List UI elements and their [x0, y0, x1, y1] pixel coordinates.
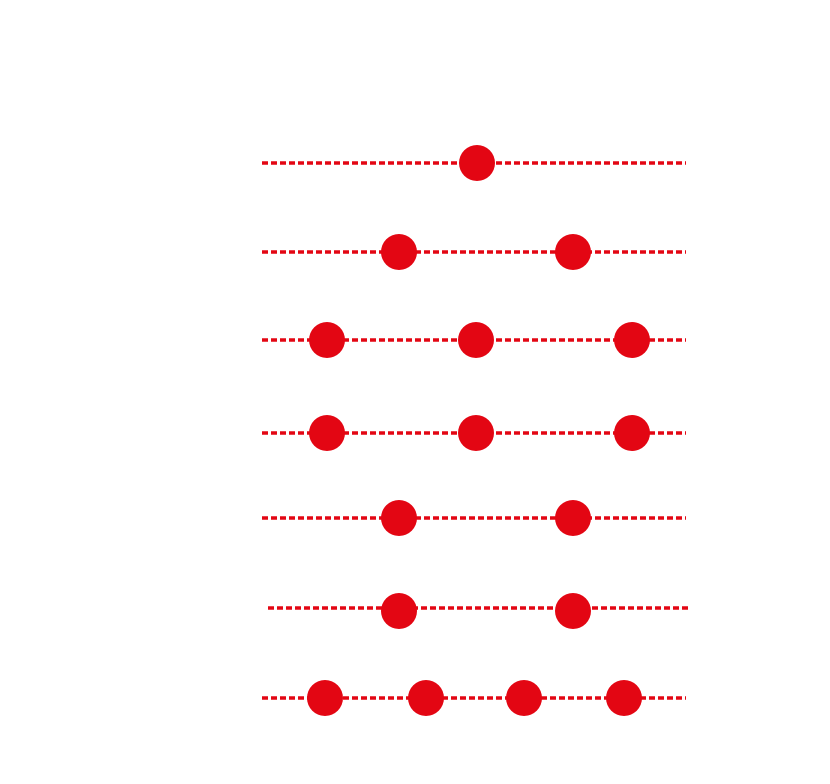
dot: [381, 234, 417, 270]
dot: [555, 500, 591, 536]
dot: [381, 500, 417, 536]
row: [262, 680, 686, 716]
row: [268, 593, 691, 629]
row: [262, 322, 686, 358]
row: [262, 145, 686, 181]
dot: [506, 680, 542, 716]
dot: [614, 415, 650, 451]
dot: [309, 415, 345, 451]
dot: [458, 415, 494, 451]
dot: [459, 145, 495, 181]
dot: [555, 234, 591, 270]
row: [262, 500, 686, 536]
dot: [309, 322, 345, 358]
dot: [606, 680, 642, 716]
dot: [381, 593, 417, 629]
dot: [614, 322, 650, 358]
row: [262, 415, 686, 451]
dot: [458, 322, 494, 358]
dot: [555, 593, 591, 629]
dot: [307, 680, 343, 716]
row: [262, 234, 686, 270]
dot: [408, 680, 444, 716]
